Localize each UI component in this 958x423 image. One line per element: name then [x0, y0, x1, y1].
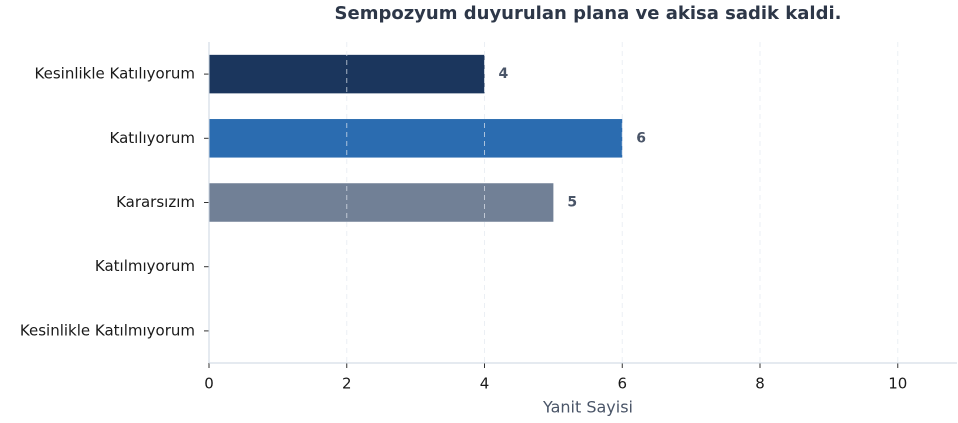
data-label: 4	[499, 66, 509, 82]
y-tick-label: Kesinlikle Katılmıyorum	[20, 321, 195, 339]
bar	[209, 119, 623, 158]
x-tick-label: 2	[342, 375, 352, 393]
x-axis-label: Yanit Sayisi	[542, 398, 633, 417]
y-tick-label: Kesinlikle Katılıyorum	[35, 65, 195, 83]
x-tick-label: 0	[204, 375, 214, 393]
x-tick-label: 8	[755, 375, 765, 393]
bar	[209, 183, 554, 222]
y-tick-label: Kararsızım	[116, 193, 195, 211]
y-tick-label: Katılıyorum	[110, 129, 196, 147]
x-tick-label: 4	[480, 375, 490, 393]
x-tick-label: 6	[617, 375, 627, 393]
chart-title: Sempozyum duyurulan plana ve akisa sadik…	[335, 3, 842, 24]
data-label: 6	[636, 130, 646, 146]
y-tick-label: Katılmıyorum	[95, 257, 195, 275]
data-label: 5	[567, 195, 577, 211]
x-tick-label: 10	[888, 375, 907, 393]
